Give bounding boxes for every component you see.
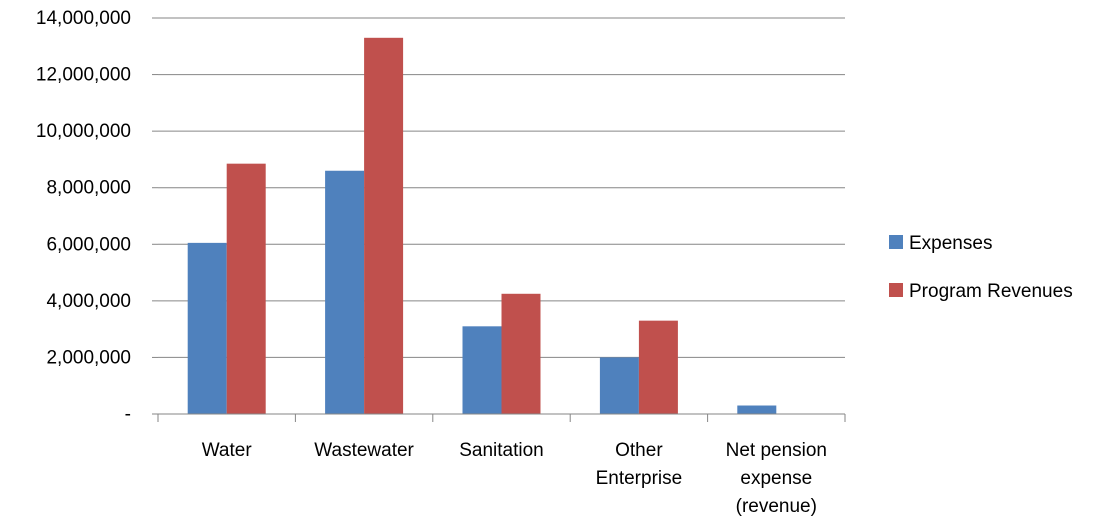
x-tick-label: Net pension xyxy=(726,440,827,461)
bars xyxy=(187,37,777,415)
legend-label: Expenses xyxy=(909,233,992,254)
y-axis-ticks: - 2,000,000 4,000,000 6,000,000 8,000,000 10,… xyxy=(36,8,158,425)
y-tick-label: 2,000,000 xyxy=(46,347,131,368)
bar-expenses xyxy=(187,242,227,414)
y-tick-label: 8,000,000 xyxy=(46,178,131,199)
legend-swatch xyxy=(889,283,903,297)
y-tick-label: 4,000,000 xyxy=(46,291,131,312)
legend-swatch xyxy=(889,235,903,249)
x-tick-label: (revenue) xyxy=(736,496,817,517)
x-tick-label: expense xyxy=(740,468,812,489)
bar-program-revenues xyxy=(226,163,266,414)
bar-expenses xyxy=(599,357,639,414)
x-tick-label: Wastewater xyxy=(314,440,414,461)
bar-expenses xyxy=(325,170,365,414)
y-tick-label: 6,000,000 xyxy=(46,234,131,255)
bar-program-revenues xyxy=(501,293,541,414)
x-tick-label: Water xyxy=(202,440,253,461)
x-tick-label: Sanitation xyxy=(459,440,544,461)
y-tick-label: 14,000,000 xyxy=(36,8,131,29)
y-tick-label: - xyxy=(125,404,131,425)
bar-program-revenues xyxy=(364,37,404,415)
legend-label: Program Revenues xyxy=(909,281,1073,302)
bar-expenses xyxy=(462,326,502,414)
x-axis xyxy=(157,413,846,422)
gridlines xyxy=(158,17,845,358)
y-tick-label: 12,000,000 xyxy=(36,65,131,86)
legend: Expenses Program Revenues xyxy=(889,233,1073,302)
x-axis-labels: Water Wastewater Sanitation Other Enterprise… xyxy=(202,440,827,517)
x-tick-label: Enterprise xyxy=(596,468,683,489)
bar-expenses xyxy=(737,405,777,414)
bar-program-revenues xyxy=(638,320,678,414)
x-tick-label: Other xyxy=(615,440,663,461)
y-tick-label: 10,000,000 xyxy=(36,121,131,142)
